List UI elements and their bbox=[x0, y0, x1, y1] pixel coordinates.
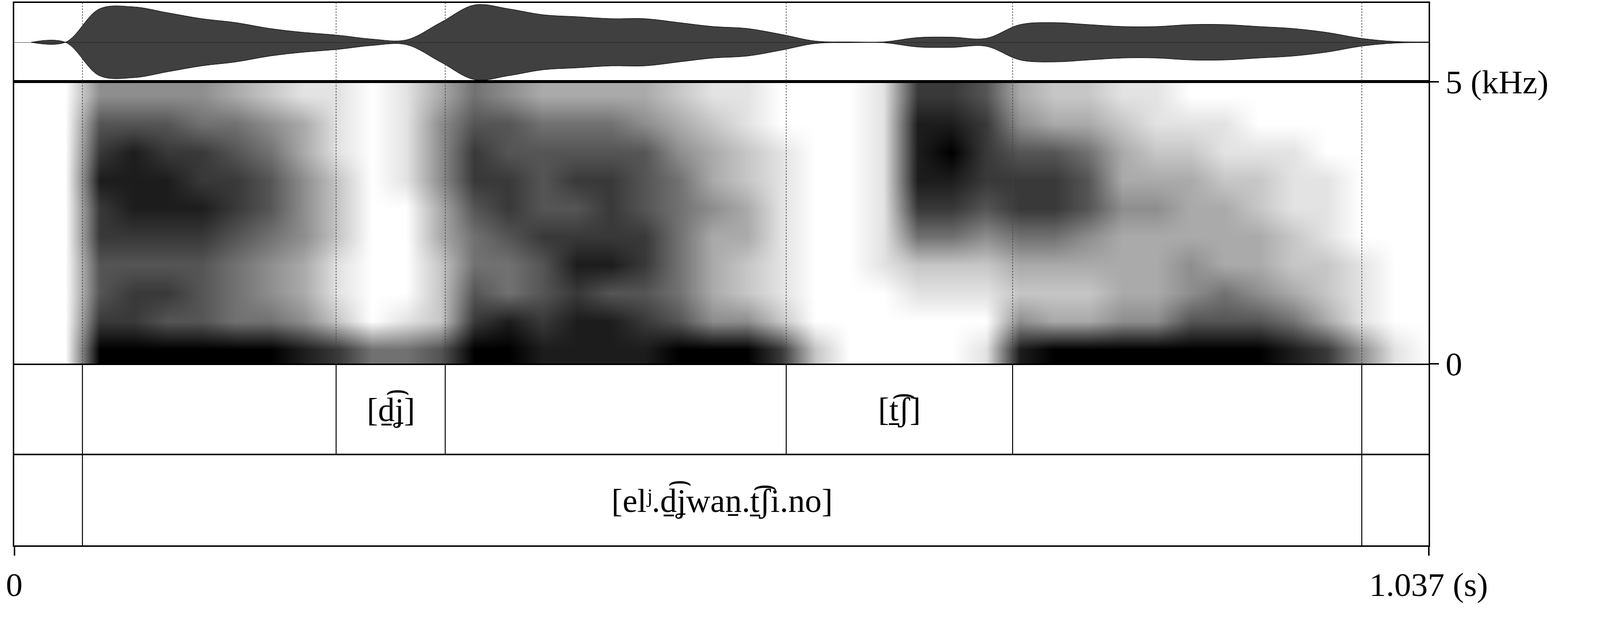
svg-text:1.037 (s): 1.037 (s) bbox=[1369, 565, 1489, 604]
svg-text:0: 0 bbox=[1445, 345, 1463, 383]
svg-text:[d̠͡ʝ]: [d̠͡ʝ] bbox=[366, 389, 415, 429]
svg-text:0: 0 bbox=[5, 565, 23, 604]
svg-text:5 (kHz): 5 (kHz) bbox=[1445, 63, 1549, 101]
svg-text:[elʲ.d̠͡ʝwan̠.t̠͡ʃi.no]: [elʲ.d̠͡ʝwan̠.t̠͡ʃi.no] bbox=[611, 480, 833, 520]
svg-text:[t̠͡ʃ]: [t̠͡ʃ] bbox=[878, 390, 921, 428]
